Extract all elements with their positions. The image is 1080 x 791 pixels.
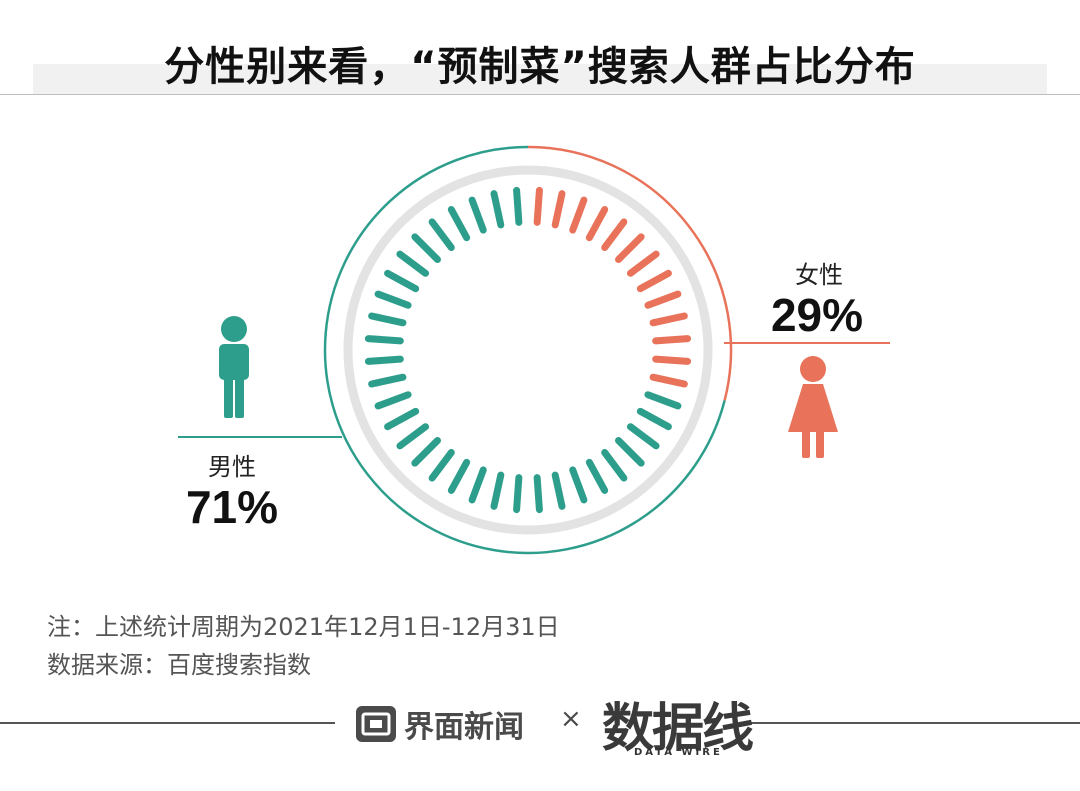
segment-male	[533, 474, 543, 514]
segment-male	[384, 269, 420, 293]
outer-ring-female	[527, 145, 733, 401]
title-band	[33, 64, 1047, 94]
segments-group	[364, 186, 692, 514]
segment-male	[585, 458, 609, 494]
segment-male	[551, 471, 566, 510]
segment-female	[585, 206, 609, 242]
track-ring	[343, 165, 713, 535]
segment-male	[364, 355, 404, 365]
segment-female	[551, 190, 566, 229]
source-note: 数据来源：百度搜索指数	[47, 651, 311, 679]
period-note: 注：上述统计周期为2021年12月1日-12月31日	[47, 613, 560, 641]
segment-male	[644, 391, 682, 410]
segment-male	[569, 466, 588, 504]
segment-female	[644, 290, 682, 309]
data-wire-logo: 数据线	[602, 698, 754, 759]
male-label: 男性	[208, 453, 256, 481]
jiemian-logo-icon	[356, 706, 396, 742]
segment-female	[615, 233, 645, 263]
segment-male	[384, 407, 420, 431]
segment-male	[368, 312, 407, 327]
segment-female	[626, 250, 660, 277]
segment-female	[636, 269, 672, 293]
segment-male	[636, 407, 672, 431]
data-wire-subtitle: DATA WIRE	[634, 747, 723, 758]
times-sign: ×	[560, 704, 582, 734]
segment-male	[364, 335, 404, 345]
female-value: 29%	[770, 289, 864, 341]
segment-male	[513, 474, 523, 514]
brand-name: 界面新闻	[404, 710, 524, 745]
chart-title: 分性别来看，“预制菜”搜索人群占比分布	[164, 44, 916, 90]
segment-male	[601, 448, 628, 482]
female-label: 女性	[795, 261, 843, 289]
segment-female	[649, 373, 688, 388]
segment-female	[569, 196, 588, 234]
male-value: 71%	[185, 481, 279, 533]
segment-male	[447, 206, 471, 242]
segment-male	[368, 373, 407, 388]
segment-female	[652, 335, 692, 345]
segment-male	[396, 423, 430, 450]
segment-male	[513, 186, 523, 226]
segment-male	[615, 437, 645, 467]
segment-male	[411, 233, 441, 263]
segment-male	[396, 250, 430, 277]
male-person-icon	[219, 316, 249, 418]
segment-male	[374, 391, 412, 410]
footer-rule-right	[745, 722, 1080, 724]
segment-male	[468, 196, 487, 234]
title-rule	[0, 94, 1080, 95]
segment-male	[626, 423, 660, 450]
segment-male	[490, 190, 505, 229]
segment-male	[428, 218, 455, 252]
rings-group	[323, 145, 733, 555]
outer-ring-male	[323, 145, 726, 555]
female-person-icon	[788, 356, 838, 458]
segment-female	[533, 186, 543, 226]
segment-female	[601, 218, 628, 252]
segment-female	[649, 312, 688, 327]
segment-male	[428, 448, 455, 482]
segment-male	[468, 466, 487, 504]
segment-male	[374, 290, 412, 309]
footer-rule-left	[0, 722, 335, 724]
segment-male	[490, 471, 505, 510]
segment-male	[411, 437, 441, 467]
segment-female	[652, 355, 692, 365]
segment-male	[447, 458, 471, 494]
